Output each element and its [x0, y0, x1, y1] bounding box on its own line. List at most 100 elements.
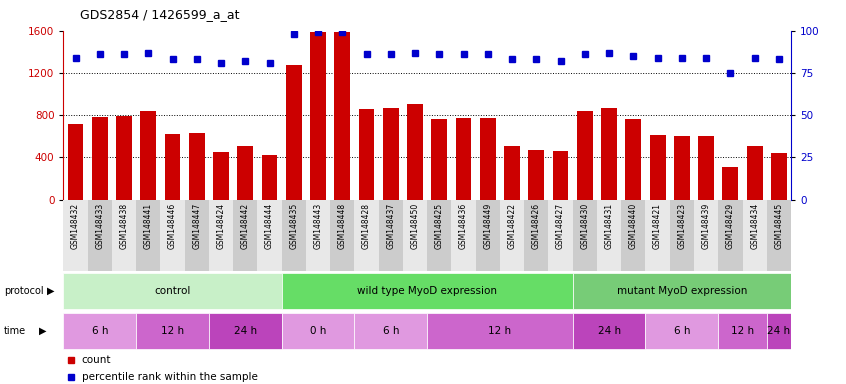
Bar [427, 200, 452, 271]
Text: GSM148429: GSM148429 [726, 203, 735, 249]
Text: GSM148428: GSM148428 [362, 203, 371, 249]
Bar [718, 200, 743, 271]
Text: control: control [155, 286, 190, 296]
Bar [233, 200, 257, 271]
Bar [189, 133, 205, 200]
Bar [161, 200, 184, 271]
Text: time: time [4, 326, 26, 336]
Text: GSM148421: GSM148421 [653, 203, 662, 249]
Bar [573, 200, 597, 271]
Bar [282, 313, 354, 349]
Text: protocol: protocol [4, 286, 44, 296]
Text: GSM148433: GSM148433 [96, 203, 104, 250]
Bar [743, 200, 766, 271]
Bar [529, 150, 544, 200]
Bar [456, 118, 471, 200]
Bar [552, 151, 569, 200]
Bar [722, 167, 739, 200]
Text: 12 h: 12 h [488, 326, 512, 336]
Text: GSM148431: GSM148431 [605, 203, 613, 249]
Bar [92, 118, 107, 200]
Bar [63, 200, 88, 271]
Text: 6 h: 6 h [673, 326, 690, 336]
Bar [525, 200, 548, 271]
Bar [282, 273, 573, 309]
Text: GSM148443: GSM148443 [314, 203, 322, 250]
Bar [766, 313, 791, 349]
Bar [480, 118, 496, 200]
Bar [354, 200, 379, 271]
Bar [383, 108, 398, 200]
Bar [282, 200, 306, 271]
Bar [116, 116, 132, 200]
Text: wild type MyoD expression: wild type MyoD expression [357, 286, 497, 296]
Text: 6 h: 6 h [91, 326, 108, 336]
Bar [209, 313, 282, 349]
Bar [140, 111, 157, 200]
Bar [209, 200, 233, 271]
Text: GSM148438: GSM148438 [119, 203, 129, 249]
Bar [334, 32, 350, 200]
Bar [500, 200, 525, 271]
Text: GSM148444: GSM148444 [265, 203, 274, 250]
Bar [306, 200, 330, 271]
Text: GSM148426: GSM148426 [532, 203, 541, 249]
Bar [645, 200, 670, 271]
Text: ▶: ▶ [39, 326, 47, 336]
Text: percentile rank within the sample: percentile rank within the sample [81, 372, 257, 382]
Text: GSM148425: GSM148425 [435, 203, 444, 249]
Bar [165, 134, 180, 200]
Text: mutant MyoD expression: mutant MyoD expression [617, 286, 747, 296]
Text: GSM148434: GSM148434 [750, 203, 759, 250]
Text: GSM148430: GSM148430 [580, 203, 590, 250]
Bar [548, 200, 573, 271]
Bar [310, 32, 326, 200]
Text: GSM148447: GSM148447 [192, 203, 201, 250]
Bar [184, 200, 209, 271]
Bar [475, 200, 500, 271]
Bar [452, 200, 475, 271]
Bar [261, 156, 277, 200]
Bar [698, 136, 714, 200]
Text: GSM148423: GSM148423 [678, 203, 686, 249]
Text: 24 h: 24 h [767, 326, 790, 336]
Text: GSM148441: GSM148441 [144, 203, 153, 249]
Bar [136, 313, 209, 349]
Text: GSM148435: GSM148435 [289, 203, 299, 250]
Text: GSM148436: GSM148436 [459, 203, 468, 250]
Text: GSM148437: GSM148437 [387, 203, 395, 250]
Bar [573, 313, 645, 349]
Text: count: count [81, 356, 111, 366]
Text: GSM148448: GSM148448 [338, 203, 347, 249]
Bar [63, 313, 136, 349]
Bar [213, 152, 229, 200]
Bar [621, 200, 645, 271]
Bar [403, 200, 427, 271]
Text: GDS2854 / 1426599_a_at: GDS2854 / 1426599_a_at [80, 8, 240, 21]
Bar [330, 200, 354, 271]
Bar [359, 109, 375, 200]
Bar [286, 65, 302, 200]
Bar [771, 153, 787, 200]
Text: GSM148424: GSM148424 [217, 203, 226, 249]
Text: GSM148445: GSM148445 [774, 203, 783, 250]
Bar [379, 200, 403, 271]
Bar [88, 200, 112, 271]
Bar [597, 200, 621, 271]
Text: ▶: ▶ [47, 286, 54, 296]
Bar [718, 313, 766, 349]
Text: GSM148442: GSM148442 [241, 203, 250, 249]
Text: GSM148422: GSM148422 [508, 203, 517, 249]
Bar [112, 200, 136, 271]
Text: 24 h: 24 h [597, 326, 621, 336]
Bar [257, 200, 282, 271]
Bar [68, 124, 84, 200]
Text: 24 h: 24 h [233, 326, 257, 336]
Bar [431, 119, 448, 200]
Text: GSM148446: GSM148446 [168, 203, 177, 250]
Text: 6 h: 6 h [382, 326, 399, 336]
Bar [670, 200, 694, 271]
Bar [354, 313, 427, 349]
Bar [63, 273, 282, 309]
Text: 12 h: 12 h [161, 326, 184, 336]
